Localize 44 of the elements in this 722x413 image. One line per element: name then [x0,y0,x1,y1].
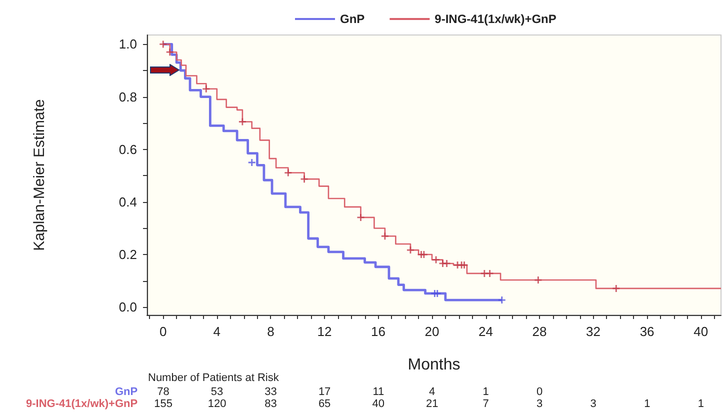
x-tick-label: 0 [160,324,167,339]
text: 155 120 83 65 40 21 7 3 3 1 1 [154,398,704,410]
x-tick-label: 28 [532,324,547,339]
x-tick-label: 20 [424,324,440,339]
point [420,251,428,258]
point [498,296,506,304]
text: GnP [115,386,138,398]
point [248,159,256,166]
x-tick-label: 32 [586,324,601,339]
point [534,276,542,284]
point [381,232,388,240]
point [238,118,246,126]
text: 9-ING-41(1x/wk)+GnP [26,398,138,410]
x-tick-label: 36 [640,324,654,339]
y-axis-title: Kaplan-Meier Estimate [31,99,48,251]
point [612,284,620,292]
point [432,256,440,264]
point [166,48,174,56]
point [284,169,292,176]
y-tick-label: 1.0 [118,36,137,52]
y-tick-label: 0.0 [118,300,137,315]
text: Number of Patients at Risk [148,372,279,384]
legend-label: 9-ING-41(1x/wk)+GnP [434,12,556,26]
x-tick-label: 8 [267,324,274,339]
x-tick-label: 4 [213,324,221,339]
x-tick-label: 16 [370,324,386,339]
x-tick-label: 12 [317,324,332,339]
point [443,260,450,267]
point [300,176,308,183]
point [357,214,364,221]
y-tick-label: 0.6 [118,142,137,157]
point [160,40,167,48]
y-tick-label: 0.2 [118,247,137,262]
text: 78 53 33 17 11 4 1 0 [157,386,543,398]
legend-label: GnP [340,12,365,26]
x-axis-title: Months [408,356,460,374]
point [460,262,468,269]
x-tick-label: 40 [694,324,708,339]
x-tick-label: 24 [478,324,493,339]
point [202,85,210,92]
y-tick-label: 0.4 [118,194,137,210]
y-tick-label: 0.8 [118,89,137,104]
point [406,246,414,254]
point [486,270,494,277]
